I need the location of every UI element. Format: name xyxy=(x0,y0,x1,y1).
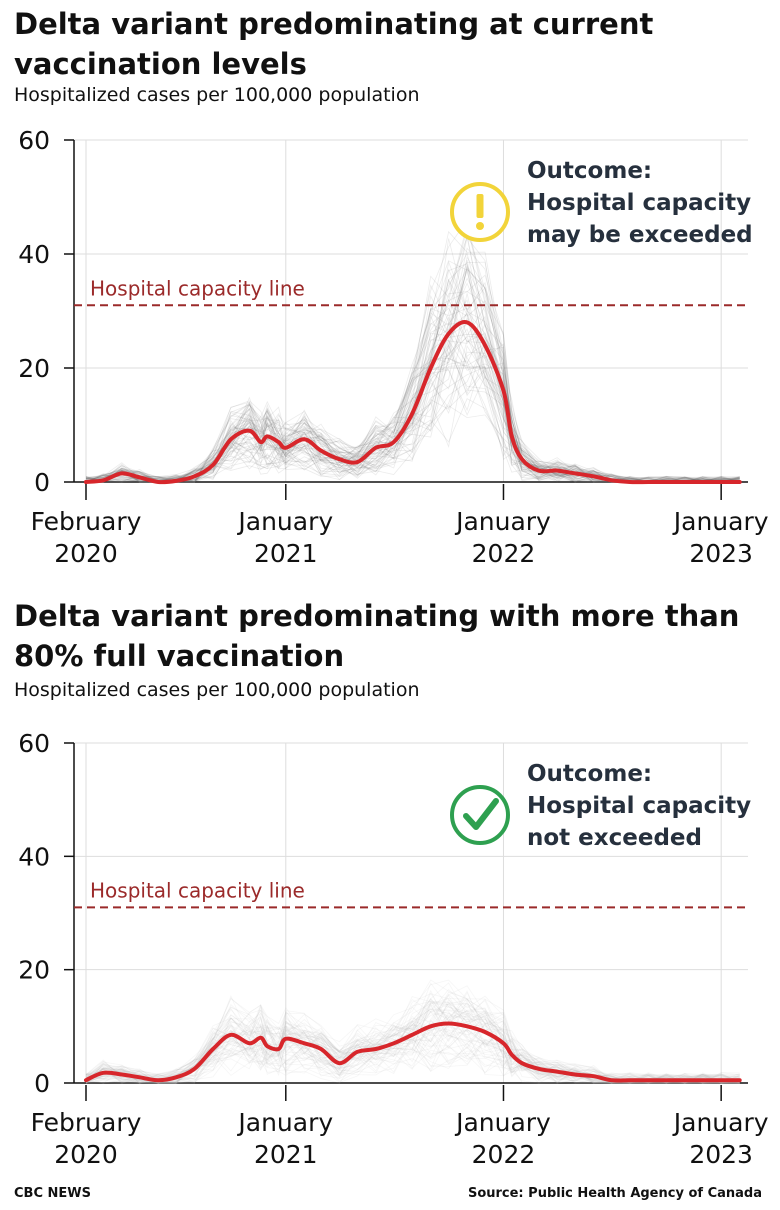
chart-1-subtitle: Hospitalized cases per 100,000 populatio… xyxy=(14,84,420,106)
simulation-trajectory xyxy=(85,336,740,483)
checkmark-icon xyxy=(450,785,510,845)
simulation-trajectory xyxy=(86,291,740,483)
simulation-trajectory xyxy=(85,347,740,483)
outcome-text-line: not exceeded xyxy=(527,825,702,851)
outcome-text-line: Hospital capacity xyxy=(527,190,751,216)
simulation-trajectory xyxy=(85,1009,740,1084)
outcome-text-line: Outcome: xyxy=(527,158,652,184)
hospital-capacity-label: Hospital capacity line xyxy=(90,878,305,902)
y-tick-label: 0 xyxy=(34,468,50,497)
simulation-trajectory xyxy=(85,263,740,483)
x-tick-label: 2023 xyxy=(689,1140,753,1169)
x-tick-label: 2021 xyxy=(254,539,318,568)
y-tick-label: 20 xyxy=(18,354,50,383)
simulation-trajectory xyxy=(85,982,740,1084)
simulation-trajectory xyxy=(85,1007,740,1084)
simulation-trajectory xyxy=(85,1014,740,1084)
simulation-trajectory xyxy=(85,339,740,483)
outcome-icon-bar xyxy=(476,194,484,218)
simulation-trajectory xyxy=(86,320,740,483)
simulation-trajectory xyxy=(85,252,740,483)
simulation-trajectory xyxy=(85,235,740,483)
warning-exclamation-icon xyxy=(450,182,510,242)
y-tick-label: 40 xyxy=(18,842,50,871)
footer-source: Source: Public Health Agency of Canada xyxy=(467,1186,762,1201)
x-tick-label: 2023 xyxy=(689,539,753,568)
outcome-text-line: may be exceeded xyxy=(527,222,753,248)
simulation-trajectory xyxy=(85,260,740,483)
y-tick-label: 40 xyxy=(18,240,50,269)
simulation-trajectory xyxy=(85,264,740,483)
simulation-trajectory xyxy=(85,224,740,483)
x-tick-label: 2020 xyxy=(54,1140,118,1169)
chart-1: 0 20 40 60 February 2020 January 2021 January 202… xyxy=(18,126,769,568)
simulation-trajectory xyxy=(85,343,740,483)
x-tick-label: 2022 xyxy=(472,539,536,568)
simulation-trajectory xyxy=(85,990,740,1084)
chart-2: 0 20 40 60 February 2020 January 2021 January 202… xyxy=(18,729,769,1169)
simulation-trajectory xyxy=(85,1015,740,1084)
simulation-trajectory xyxy=(85,982,740,1084)
simulation-trajectory xyxy=(85,307,740,483)
simulation-trajectory xyxy=(85,985,740,1084)
simulation-trajectories xyxy=(85,979,740,1084)
hospital-capacity-label: Hospital capacity line xyxy=(90,276,305,300)
simulation-trajectory xyxy=(85,265,740,483)
simulation-trajectory xyxy=(85,1011,740,1084)
x-tick-label: January xyxy=(672,507,769,536)
simulation-trajectory xyxy=(85,1042,740,1084)
chart-1-title: Delta variant predominating at current v… xyxy=(14,7,654,81)
x-tick-label: 2021 xyxy=(254,1140,318,1169)
simulation-trajectory xyxy=(85,247,740,483)
outcome-icon-ring xyxy=(450,785,510,845)
median-series-line xyxy=(84,1021,742,1083)
chart-2-subtitle: Hospitalized cases per 100,000 populatio… xyxy=(14,679,420,701)
simulation-trajectory xyxy=(85,997,740,1084)
simulation-trajectory xyxy=(85,269,740,483)
x-tick-label: February xyxy=(31,1108,142,1137)
simulation-trajectory xyxy=(85,1036,740,1084)
simulation-trajectory xyxy=(85,1012,740,1084)
simulation-trajectory xyxy=(85,1028,740,1084)
outcome-text-line: Outcome: xyxy=(527,761,652,787)
simulation-trajectory xyxy=(85,366,740,483)
y-tick-label: 60 xyxy=(18,729,50,758)
x-tick-label: January xyxy=(454,507,551,536)
simulation-trajectory xyxy=(85,998,740,1084)
footer-credit: CBC NEWS xyxy=(14,1186,91,1201)
x-tick-label: January xyxy=(454,1108,551,1137)
x-tick-label: 2022 xyxy=(472,1140,536,1169)
simulation-trajectory xyxy=(85,1034,740,1084)
simulation-trajectory xyxy=(85,323,740,483)
simulation-trajectory xyxy=(85,998,740,1084)
simulation-trajectory xyxy=(85,979,740,1084)
outcome-icon-mark xyxy=(463,798,499,830)
y-tick-label: 0 xyxy=(34,1069,50,1098)
x-tick-label: January xyxy=(672,1108,769,1137)
y-tick-label: 60 xyxy=(18,126,50,155)
chart-2-title: Delta variant predominating with more th… xyxy=(14,599,740,673)
outcome-icon-dot xyxy=(476,222,484,230)
y-tick-label: 20 xyxy=(18,956,50,985)
x-tick-label: January xyxy=(236,1108,333,1137)
x-tick-label: January xyxy=(236,507,333,536)
outcome-text-line: Hospital capacity xyxy=(527,793,751,819)
x-tick-label: 2020 xyxy=(54,539,118,568)
x-tick-label: February xyxy=(31,507,142,536)
simulation-trajectory xyxy=(85,999,740,1084)
simulation-trajectory xyxy=(85,268,740,483)
median-series-line xyxy=(84,320,742,485)
simulation-trajectory xyxy=(85,989,740,1084)
